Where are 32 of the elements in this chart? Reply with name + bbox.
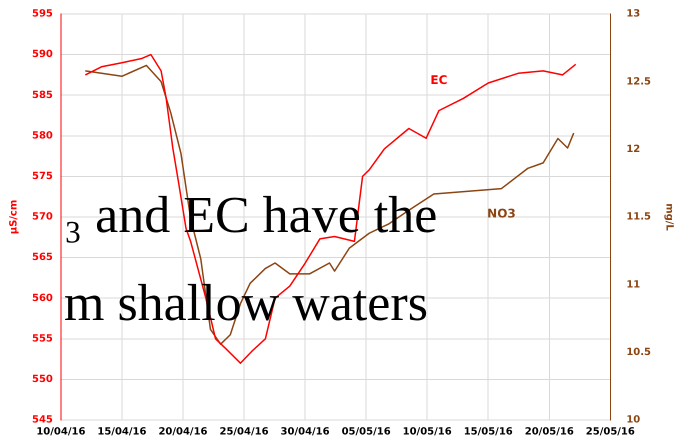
y2-tick-label: 10.5 xyxy=(626,346,652,358)
series-label: NO3 xyxy=(487,206,516,221)
y2-axis-title: mg/L xyxy=(663,203,674,232)
x-tick-label: 05/05/16 xyxy=(342,426,391,438)
y2-tick-label: 13 xyxy=(626,8,640,20)
x-tick-label: 15/04/16 xyxy=(97,426,146,438)
y-tick-label: 580 xyxy=(32,130,53,142)
y-tick-label: 575 xyxy=(32,170,53,182)
y-tick-label: 585 xyxy=(32,90,53,101)
y2-tick-label: 10 xyxy=(626,414,640,426)
x-tick-label: 25/05/16 xyxy=(586,426,635,438)
x-tick-label: 20/05/16 xyxy=(524,426,574,438)
x-tick-label: 20/04/16 xyxy=(158,426,208,438)
y-tick-label: 595 xyxy=(32,8,53,20)
y-tick-label: 545 xyxy=(32,414,53,426)
x-tick-label: 10/04/16 xyxy=(36,426,86,438)
x-tick-label: 10/05/16 xyxy=(402,426,452,438)
y-tick-label: 560 xyxy=(32,292,53,304)
x-tick-label: 30/04/16 xyxy=(280,426,330,438)
y-tick-label: 590 xyxy=(32,49,53,60)
x-tick-label: 25/04/16 xyxy=(219,426,269,438)
y-tick-label: 570 xyxy=(32,212,53,223)
y-tick-label: 555 xyxy=(32,333,53,344)
y-tick-label: 550 xyxy=(32,374,53,385)
y-axis-title: µS/cm xyxy=(8,200,20,234)
series-label: EC xyxy=(430,72,448,87)
y2-tick-label: 12 xyxy=(626,144,640,155)
y-tick-label: 565 xyxy=(32,252,53,264)
y2-tick-label: 12.5 xyxy=(626,76,652,88)
y2-tick-label: 11 xyxy=(626,279,640,290)
x-tick-label: 15/05/16 xyxy=(464,426,513,438)
y2-tick-label: 11.5 xyxy=(626,212,652,223)
